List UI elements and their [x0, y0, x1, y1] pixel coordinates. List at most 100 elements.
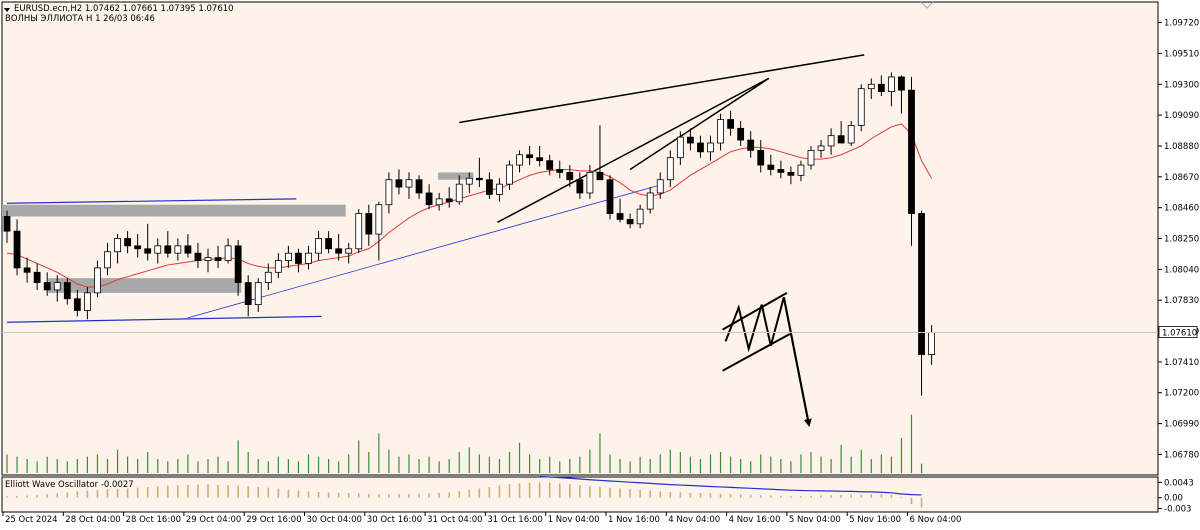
candle-body — [556, 169, 564, 173]
moving-average-line — [6, 123, 933, 288]
candle-body — [385, 179, 393, 206]
price-tick-label: 1.08880 — [1164, 142, 1199, 152]
osc-tick-label: 0.00 — [1164, 494, 1183, 504]
time-tick-label: 25 Oct 2024 — [5, 515, 58, 525]
candle-body — [475, 177, 483, 181]
time-axis[interactable]: 25 Oct 2024 28 Oct 04:00 28 Oct 16:00 29 Oc… — [2, 512, 961, 525]
candle-body — [506, 164, 513, 185]
time-tick-label: 29 Oct 04:00 — [186, 515, 241, 525]
candle-body — [566, 171, 574, 181]
chart-shift-marker[interactable] — [920, 1, 934, 9]
candle-body — [315, 238, 322, 254]
volume-bars — [6, 414, 923, 473]
price-tick-label: 1.06780 — [1164, 450, 1199, 460]
candle-body — [104, 251, 111, 269]
candle-body — [586, 171, 594, 194]
price-tick-label: 1.07410 — [1164, 358, 1199, 368]
candle-body — [747, 139, 755, 151]
price-tick-label: 1.08670 — [1164, 173, 1199, 183]
candle-body — [134, 245, 142, 250]
candle-body — [274, 260, 282, 273]
candle-body — [847, 124, 855, 144]
main-plot-area[interactable] — [1, 1, 1159, 476]
candle-body — [254, 282, 262, 306]
candle-body — [445, 198, 453, 203]
candle-body — [3, 216, 11, 232]
projection-arrow — [782, 297, 812, 428]
candlesticks — [3, 72, 935, 396]
time-tick-label: 30 Oct 04:00 — [307, 515, 362, 525]
candle-body — [666, 157, 674, 181]
candle-body — [707, 142, 714, 153]
candle-body — [425, 192, 433, 206]
candle-body — [164, 245, 172, 254]
candle-body — [857, 88, 865, 126]
candle-body — [727, 119, 734, 129]
price-tick-label: 1.07830 — [1164, 296, 1199, 306]
candle-body — [43, 282, 51, 291]
candle-body — [124, 238, 131, 247]
trend-line — [459, 54, 865, 124]
candle-body — [94, 267, 101, 294]
current-price-tag — [1158, 326, 1198, 338]
time-tick-label: 1 Nov 04:00 — [548, 515, 600, 525]
candle-body — [867, 83, 875, 90]
candle-body — [295, 252, 302, 264]
candle-body — [817, 145, 825, 151]
candle-body — [526, 154, 533, 159]
candle-body — [807, 149, 815, 166]
current-price-label: 1.07610 — [1162, 329, 1197, 339]
candle-body — [697, 142, 704, 153]
trend-line — [187, 183, 664, 319]
candle-body — [455, 183, 463, 203]
candle-body — [53, 282, 61, 291]
time-tick-label: 5 Nov 16:00 — [849, 515, 901, 525]
candle-body — [114, 238, 121, 253]
candle-body — [264, 271, 272, 283]
candle-body — [345, 248, 353, 254]
chart-menu-triangle[interactable] — [4, 8, 10, 12]
candle-body — [325, 238, 333, 250]
candle-body — [214, 257, 222, 261]
price-axis[interactable]: 1.09720 1.09510 1.09300 1.09090 1.08880 1.086… — [1158, 19, 1199, 461]
candle-body — [234, 245, 242, 283]
time-tick-label: 28 Oct 04:00 — [65, 515, 120, 525]
candle-body — [797, 164, 805, 176]
price-tick-label: 1.09510 — [1164, 49, 1199, 59]
trend-line — [497, 77, 770, 224]
candle-body — [375, 204, 383, 235]
osc-tick-label: 0.0043 — [1164, 478, 1194, 488]
price-tick-label: 1.09090 — [1164, 111, 1199, 121]
candle-body — [717, 119, 724, 144]
candle-body — [63, 282, 71, 300]
candle-body — [435, 198, 443, 206]
price-tick-label: 1.07200 — [1164, 389, 1199, 399]
candle-body — [284, 252, 292, 261]
candle-body — [335, 248, 343, 254]
time-tick-label: 28 Oct 16:00 — [126, 515, 181, 525]
price-tick-label: 1.08460 — [1164, 204, 1199, 214]
indicator-info: ВОЛНЫ ЭЛЛИОТА H 1 26/03 06:46 — [5, 14, 155, 24]
candle-body — [415, 179, 423, 194]
candle-body — [626, 219, 634, 225]
candle-body — [405, 179, 413, 188]
candle-body — [827, 135, 835, 147]
time-tick-label: 1 Nov 16:00 — [608, 515, 660, 525]
trend-line — [629, 77, 770, 171]
oscillator-axis: 0.0043 0.00-0.003 — [1158, 478, 1194, 514]
candle-body — [908, 89, 915, 214]
candle-body — [877, 83, 885, 93]
candle-body — [465, 177, 473, 185]
candle-body — [174, 245, 182, 254]
candle-body — [204, 257, 212, 261]
candle-body — [636, 208, 644, 225]
candle-body — [33, 271, 41, 283]
candle-body — [606, 179, 614, 214]
candle-body — [305, 252, 312, 264]
trend-lines — [6, 54, 865, 372]
time-tick-label: 4 Nov 04:00 — [668, 515, 720, 525]
zone — [2, 204, 346, 217]
candle-body — [898, 76, 905, 91]
time-tick-label: 5 Nov 04:00 — [789, 515, 841, 525]
